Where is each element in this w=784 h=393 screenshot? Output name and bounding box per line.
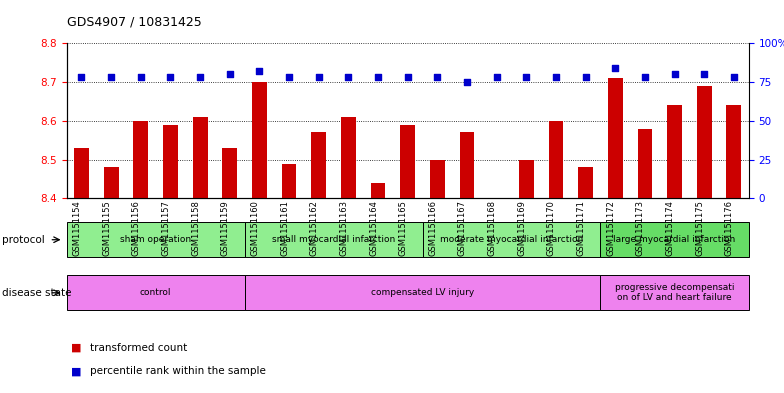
Text: GSM1151154: GSM1151154 [72,200,82,256]
Text: sham operation: sham operation [120,235,191,244]
Text: GSM1151160: GSM1151160 [250,200,260,256]
Text: progressive decompensati
on of LV and heart failure: progressive decompensati on of LV and he… [615,283,735,303]
Point [431,74,444,81]
Point [105,74,118,81]
Bar [549,121,564,198]
Bar [163,125,178,198]
Text: GSM1151174: GSM1151174 [666,200,674,256]
Text: GSM1151168: GSM1151168 [488,200,496,256]
Point [520,74,532,81]
Point [401,74,414,81]
Text: GSM1151170: GSM1151170 [547,200,556,256]
Text: GSM1151162: GSM1151162 [310,200,319,256]
Point [135,74,147,81]
Text: compensated LV injury: compensated LV injury [371,288,474,297]
Bar [601,275,749,310]
Text: GSM1151159: GSM1151159 [221,200,230,256]
Point [75,74,88,81]
Bar [430,160,445,198]
Text: GSM1151176: GSM1151176 [725,200,734,256]
Text: percentile rank within the sample: percentile rank within the sample [90,366,266,376]
Point [283,74,296,81]
Bar [341,117,356,198]
Text: GSM1151158: GSM1151158 [191,200,200,256]
Point [579,74,592,81]
Point [313,74,325,81]
Point [372,74,384,81]
Point [194,74,206,81]
Bar [578,167,593,198]
Point [253,68,266,74]
Bar [371,183,386,198]
Point [223,71,236,77]
Bar [67,275,245,310]
Text: protocol: protocol [2,235,45,245]
Bar [519,160,534,198]
Point [490,74,503,81]
Bar [608,78,622,198]
Bar [601,222,749,257]
Text: GSM1151167: GSM1151167 [458,200,467,256]
Point [550,74,562,81]
Bar [67,222,245,257]
Text: GSM1151164: GSM1151164 [369,200,378,256]
Text: large myocardial infarction: large myocardial infarction [613,235,735,244]
Text: disease state: disease state [2,288,72,298]
Text: GSM1151169: GSM1151169 [517,200,526,256]
Text: small myocardial infarction: small myocardial infarction [272,235,395,244]
Text: GSM1151163: GSM1151163 [339,200,348,256]
Text: ■: ■ [71,343,81,353]
Bar [667,105,682,198]
Point [342,74,354,81]
Text: GSM1151155: GSM1151155 [102,200,111,256]
Point [728,74,740,81]
Text: moderate myocardial infarction: moderate myocardial infarction [440,235,583,244]
Bar [103,167,118,198]
Bar [193,117,208,198]
Bar [245,275,601,310]
Text: GSM1151172: GSM1151172 [606,200,615,256]
Point [668,71,681,77]
Bar [133,121,148,198]
Text: GSM1151157: GSM1151157 [162,200,170,256]
Bar [637,129,652,198]
Bar [697,86,712,198]
Point [164,74,176,81]
Bar [311,132,326,198]
Point [698,71,710,77]
Text: GSM1151156: GSM1151156 [132,200,141,256]
Bar [252,82,267,198]
Text: GSM1151173: GSM1151173 [636,200,645,256]
Text: ■: ■ [71,366,81,376]
Bar [727,105,742,198]
Bar [223,148,237,198]
Bar [423,222,601,257]
Text: GSM1151175: GSM1151175 [695,200,704,256]
Text: GSM1151165: GSM1151165 [399,200,408,256]
Bar [74,148,89,198]
Text: GDS4907 / 10831425: GDS4907 / 10831425 [67,16,201,29]
Text: transformed count: transformed count [90,343,187,353]
Bar [281,163,296,198]
Text: control: control [140,288,172,297]
Text: GSM1151161: GSM1151161 [280,200,289,256]
Bar [459,132,474,198]
Point [609,65,622,71]
Bar [245,222,423,257]
Text: GSM1151166: GSM1151166 [428,200,437,256]
Point [461,79,474,85]
Text: GSM1151171: GSM1151171 [576,200,586,256]
Point [639,74,652,81]
Bar [401,125,415,198]
